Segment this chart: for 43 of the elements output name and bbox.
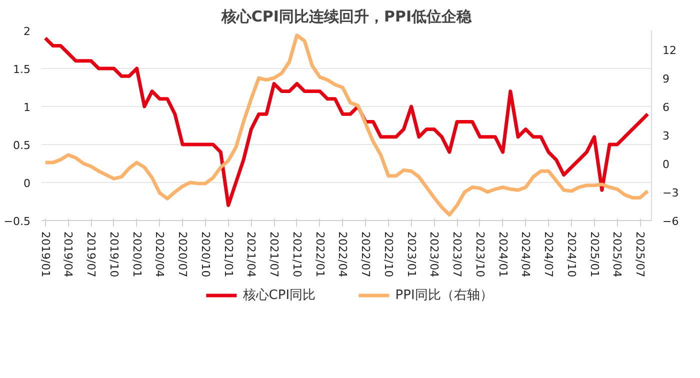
y2-tick-label: −6 [662, 215, 679, 228]
x-tick-label: 2025/01 [588, 232, 601, 278]
y-tick-label: −0.5 [4, 215, 31, 228]
x-tick-label: 2022/10 [382, 232, 395, 278]
x-tick-label: 2022/07 [359, 232, 372, 278]
y-tick-label: 2 [24, 25, 30, 38]
y2-tick-label: 3 [662, 130, 670, 142]
legend-label: 核心CPI同比 [242, 287, 316, 303]
x-tick-label: 2023/04 [428, 232, 441, 278]
legend-label: PPI同比（右轴） [395, 288, 493, 303]
y2-tick-label: −3 [662, 186, 679, 200]
y2-tick-label: 0 [662, 158, 670, 171]
y2-tick-label: 9 [662, 72, 670, 86]
x-tick-label: 2023/07 [450, 232, 464, 278]
x-tick-label: 2024/01 [496, 232, 510, 278]
x-tick-label: 2024/10 [564, 232, 578, 278]
y2-tick-label: 6 [662, 101, 670, 114]
x-tick-label: 2021/04 [244, 232, 258, 278]
x-tick-label: 2024/07 [542, 232, 556, 278]
x-tick-label: 2019/10 [107, 232, 120, 278]
x-tick-label: 2020/07 [176, 232, 190, 278]
y-tick-label: 0.5 [13, 139, 31, 152]
x-tick-label: 2025/04 [610, 232, 624, 278]
x-tick-label: 2022/01 [313, 232, 326, 278]
x-tick-label: 2020/10 [198, 232, 212, 278]
x-tick-label: 2020/04 [153, 232, 166, 278]
y-tick-label: 1.5 [13, 63, 31, 76]
x-tick-label: 2019/01 [38, 232, 52, 278]
chart-title: 核心CPI同比连续回升，PPI低位企稳 [220, 8, 473, 26]
y2-tick-label: 12 [662, 44, 676, 57]
x-tick-label: 2024/04 [519, 232, 532, 278]
x-tick-label: 2021/10 [290, 232, 304, 278]
x-tick-label: 2023/10 [473, 232, 486, 278]
y-tick-label: 0 [24, 177, 30, 190]
x-tick-label: 2023/01 [404, 232, 418, 278]
y-tick-label: 1 [24, 101, 30, 114]
x-tick-label: 2021/07 [268, 232, 281, 278]
x-tick-label: 2019/07 [84, 232, 98, 278]
x-tick-label: 2025/07 [634, 232, 647, 278]
x-tick-label: 2021/01 [222, 232, 235, 278]
x-tick-label: 2020/01 [130, 232, 144, 278]
x-tick-label: 2019/04 [62, 232, 75, 278]
x-tick-label: 2022/04 [336, 232, 350, 278]
